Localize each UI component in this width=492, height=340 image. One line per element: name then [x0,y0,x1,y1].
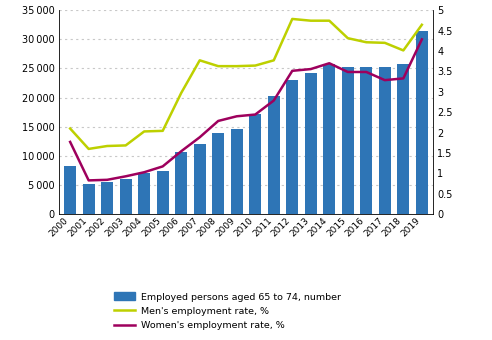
Men's employment rate, % [419,23,425,27]
Men's employment rate, % [215,64,221,68]
Bar [83,184,94,214]
Men's employment rate, % [252,64,258,68]
Bar [379,67,391,214]
Men's employment rate, % [104,144,110,148]
Women's employment rate, % [86,178,92,183]
Bar [212,133,224,214]
Women's employment rate, % [67,140,73,144]
Men's employment rate, % [197,58,203,62]
Men's employment rate, % [308,19,314,23]
Bar [398,64,409,214]
Bar [231,129,243,214]
Women's employment rate, % [160,164,166,168]
Women's employment rate, % [252,113,258,117]
Men's employment rate, % [289,17,295,21]
Women's employment rate, % [382,78,388,82]
Bar [323,64,336,214]
Bar [305,73,317,214]
Men's employment rate, % [326,19,332,23]
Men's employment rate, % [234,64,240,68]
Bar [416,31,428,214]
Women's employment rate, % [271,99,277,103]
Women's employment rate, % [215,119,221,123]
Women's employment rate, % [345,70,351,74]
Women's employment rate, % [123,174,128,179]
Women's employment rate, % [400,76,406,81]
Men's employment rate, % [123,143,128,148]
Bar [175,152,187,214]
Women's employment rate, % [197,135,203,139]
Legend: Employed persons aged 65 to 74, number, Men's employment rate, %, Women's employ: Employed persons aged 65 to 74, number, … [114,292,340,330]
Women's employment rate, % [104,178,110,182]
Bar [360,67,372,214]
Men's employment rate, % [141,130,147,134]
Men's employment rate, % [364,40,369,44]
Women's employment rate, % [234,114,240,118]
Women's employment rate, % [364,70,369,74]
Women's employment rate, % [308,67,314,71]
Men's employment rate, % [178,91,184,95]
Bar [101,182,113,214]
Line: Women's employment rate, %: Women's employment rate, % [70,39,422,181]
Bar [138,173,150,214]
Men's employment rate, % [67,126,73,131]
Men's employment rate, % [382,41,388,45]
Women's employment rate, % [141,170,147,174]
Women's employment rate, % [326,61,332,65]
Bar [249,114,261,214]
Bar [156,171,169,214]
Men's employment rate, % [400,48,406,52]
Men's employment rate, % [160,129,166,133]
Men's employment rate, % [345,36,351,40]
Women's employment rate, % [289,69,295,73]
Women's employment rate, % [178,149,184,153]
Women's employment rate, % [419,37,425,41]
Bar [342,67,354,214]
Bar [64,166,76,214]
Bar [120,178,132,214]
Bar [194,144,206,214]
Line: Men's employment rate, %: Men's employment rate, % [70,19,422,149]
Bar [286,80,298,214]
Men's employment rate, % [86,147,92,151]
Men's employment rate, % [271,58,277,62]
Bar [268,97,280,214]
